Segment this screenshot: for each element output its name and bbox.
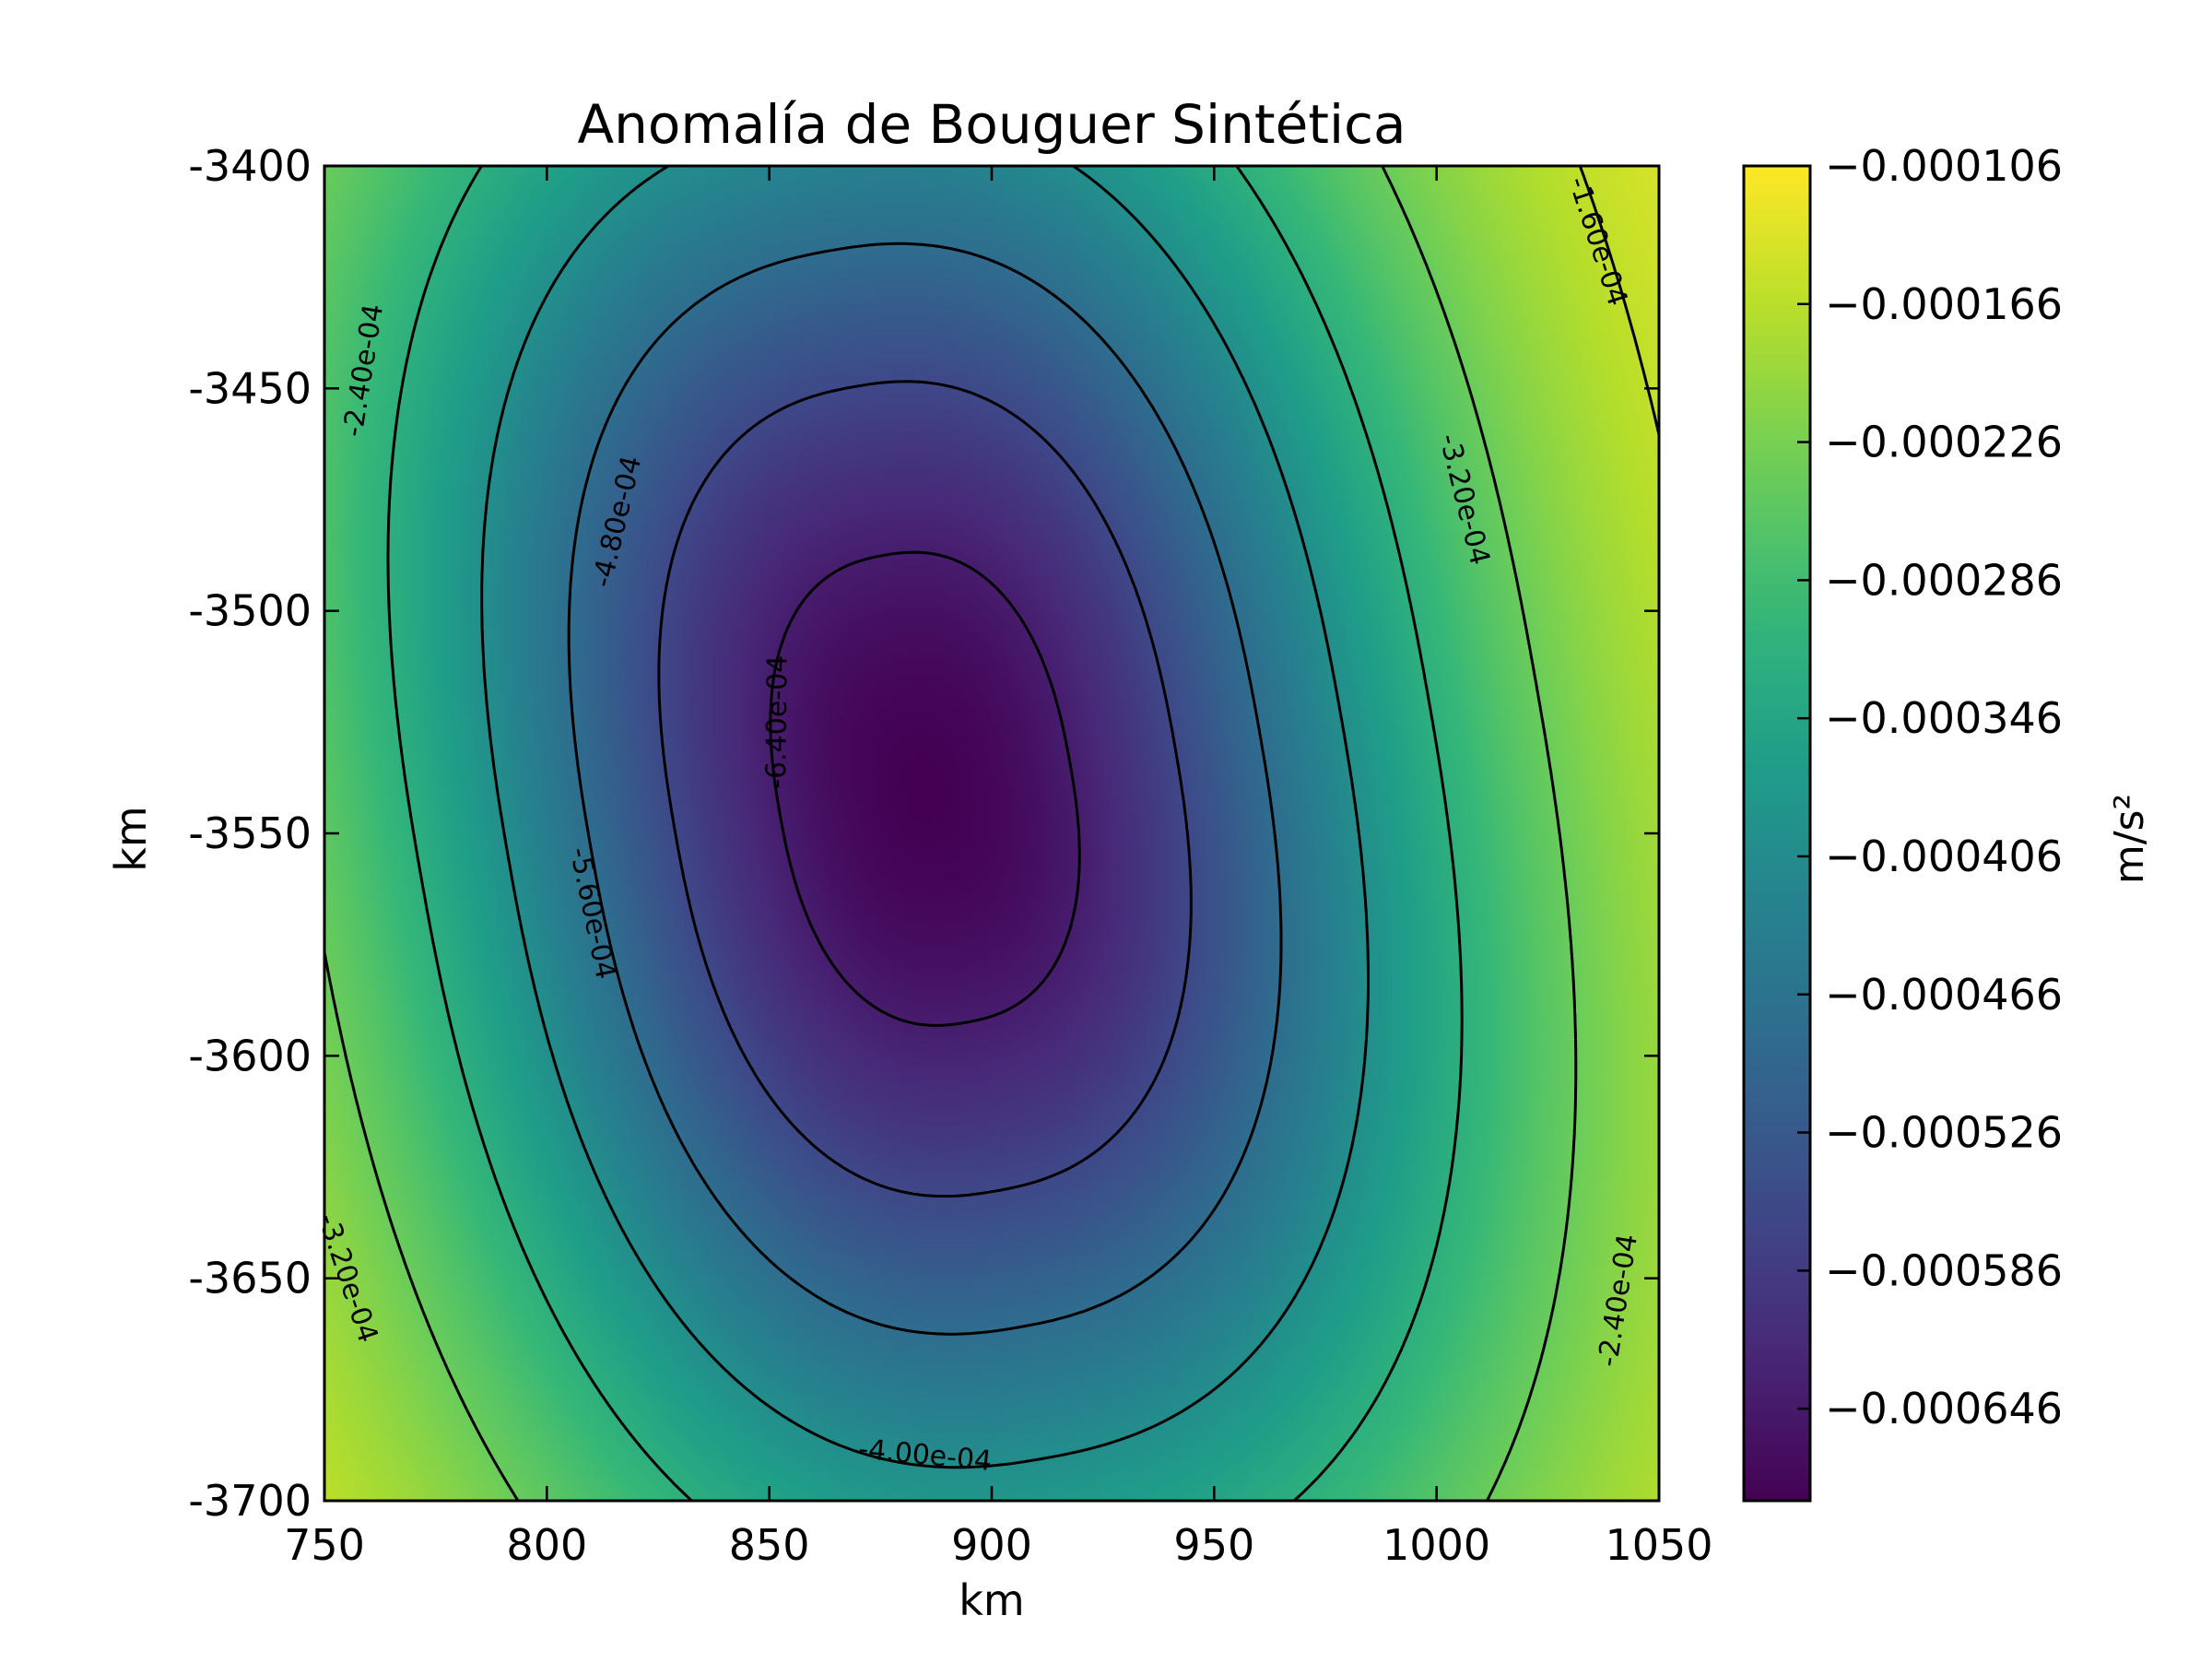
y-tick-label: -3550 — [188, 808, 312, 858]
y-tick-label: -3500 — [188, 586, 312, 636]
y-axis-label: km — [106, 806, 156, 871]
plot-area: -6.40e-04-5.60e-04-4.80e-04-4.00e-04-3.2… — [311, 164, 1661, 1503]
x-tick-label: 900 — [951, 1520, 1032, 1570]
x-axis: 750 800 850 900 950 1000 1050 — [284, 166, 1713, 1570]
colorbar-tick-label: −0.000526 — [1825, 1108, 2063, 1158]
colorbar-tick-label: −0.000106 — [1825, 141, 2063, 191]
y-axis: -3400 -3450 -3500 -3550 -3600 -3650 -3700 — [188, 141, 1659, 1526]
colorbar-tick-label: −0.000586 — [1825, 1245, 2063, 1295]
colorbar-ticks: −0.000106 −0.000166 −0.000226 −0.000286 −0.0… — [1797, 141, 2063, 1433]
chart-title: Anomalía de Bouguer Sintética — [577, 93, 1406, 156]
x-tick-label: 1050 — [1605, 1520, 1712, 1570]
contour-line — [480, 166, 1370, 1469]
y-tick-label: -3450 — [188, 363, 312, 413]
contour-lines — [324, 166, 1659, 1501]
colorbar: −0.000106 −0.000166 −0.000226 −0.000286 −0.0… — [1742, 141, 2153, 1503]
y-tick-label: -3400 — [188, 141, 312, 191]
contour-line — [769, 550, 1081, 1027]
x-tick-label: 1000 — [1382, 1520, 1490, 1570]
colorbar-tick-label: −0.000346 — [1825, 693, 2063, 743]
colorbar-tick-label: −0.000286 — [1825, 555, 2063, 605]
colorbar-tick-label: −0.000646 — [1825, 1384, 2063, 1433]
contour-line — [386, 166, 1464, 1501]
colorbar-tick-label: −0.000406 — [1825, 832, 2063, 881]
y-tick-label: -3650 — [188, 1254, 312, 1303]
x-axis-label: km — [959, 1575, 1024, 1625]
colorbar-tick-label: −0.000466 — [1825, 970, 2063, 1020]
contour-line — [657, 380, 1193, 1198]
contour-label: -6.40e-04 — [760, 655, 794, 789]
colorbar-gradient — [1742, 164, 1812, 1503]
colorbar-tick-label: −0.000226 — [1825, 418, 2063, 467]
heatmap-image — [324, 166, 1659, 1501]
y-tick-label: -3600 — [188, 1031, 312, 1080]
colorbar-tick-label: −0.000166 — [1825, 279, 2063, 329]
contour-line — [567, 242, 1283, 1336]
x-tick-label: 800 — [506, 1520, 587, 1570]
contour-line — [1578, 166, 1659, 435]
x-tick-label: 850 — [729, 1520, 810, 1570]
y-tick-label: -3700 — [188, 1476, 312, 1526]
x-tick-label: 750 — [284, 1520, 365, 1570]
x-tick-label: 950 — [1173, 1520, 1254, 1570]
colorbar-label: m/s² — [2106, 794, 2153, 884]
